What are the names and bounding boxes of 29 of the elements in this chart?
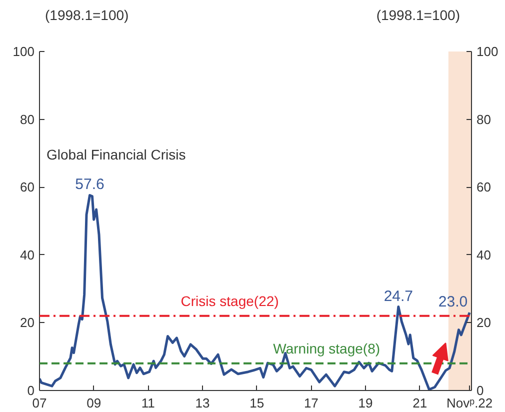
y-tick-label: 80 — [20, 112, 35, 127]
y-tick-label: 100 — [12, 44, 35, 59]
y2-tick-label: 40 — [476, 247, 491, 262]
x-tick-label: 11 — [141, 396, 155, 410]
y2-axis-title: (1998.1=100) — [376, 6, 460, 25]
x-tick-label: 07 — [32, 396, 47, 410]
y-tick-label: 60 — [20, 180, 35, 195]
y-tick-label: 40 — [20, 247, 35, 262]
x-tick-label: 09 — [86, 396, 102, 410]
annotation: 23.0 — [438, 294, 468, 311]
y-tick-label: 20 — [20, 315, 35, 330]
x-tick-label: 13 — [195, 396, 210, 410]
x-tick-label: 17 — [304, 396, 318, 410]
y2-tick-label: 20 — [476, 315, 491, 330]
ref-line-label: Crisis stage(22) — [180, 292, 279, 309]
y2-tick-label: 0 — [476, 383, 484, 398]
y2-tick-label: 80 — [476, 112, 491, 127]
y-tick-label: 0 — [27, 383, 35, 398]
annotation: 24.7 — [384, 288, 414, 305]
y-axis-title: (1998.1=100) — [45, 6, 129, 25]
y2-tick-label: 100 — [476, 44, 498, 59]
x-tick-label: Novᵖ.22 — [446, 396, 493, 410]
annotation: 57.6 — [75, 176, 104, 194]
ref-line-label: Warning stage(8) — [273, 340, 380, 356]
annotation: Global Financial Crisis — [46, 146, 186, 162]
x-tick-label: 19 — [358, 396, 373, 410]
x-tick-label: 21 — [412, 396, 428, 410]
y2-tick-label: 60 — [476, 180, 491, 195]
x-tick-label: 15 — [250, 396, 264, 410]
